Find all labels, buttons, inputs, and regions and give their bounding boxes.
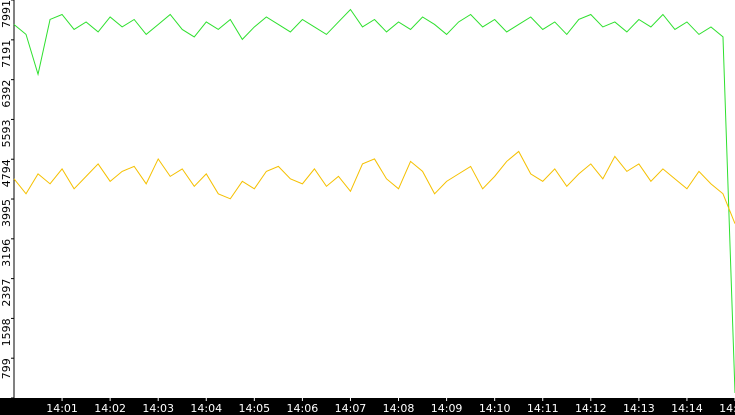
y-tick-label: 7991 (0, 0, 13, 28)
y-tick-label: 3196 (0, 239, 13, 267)
x-tick-label: 14:11 (527, 402, 559, 415)
y-tick-label: 5593 (0, 119, 13, 147)
x-tick-label: 14:03 (142, 402, 174, 415)
x-tick-label: 14:15 (719, 402, 735, 415)
x-tick-label: 14:12 (575, 402, 607, 415)
y-tick-label: 1598 (0, 318, 13, 346)
x-tick-label: 14:06 (287, 402, 319, 415)
y-tick-label: 7191 (0, 40, 13, 68)
x-tick-label: 14:14 (671, 402, 703, 415)
x-tick-label: 14:05 (238, 402, 270, 415)
x-tick-label: 14:10 (479, 402, 511, 415)
x-tick-label: 14:08 (383, 402, 415, 415)
y-tick-label: 0 (0, 398, 13, 405)
series-line (13, 8, 735, 394)
x-axis-strip (0, 398, 735, 415)
y-tick-label: 4794 (0, 159, 13, 187)
y-tick-label: 2397 (0, 279, 13, 307)
x-tick-label: 14:07 (335, 402, 367, 415)
x-tick-label: 14:02 (94, 402, 126, 415)
x-tick-label: 14:04 (190, 402, 222, 415)
x-tick-label: 14:09 (431, 402, 463, 415)
y-tick-label: 6392 (0, 80, 13, 108)
x-tick-label: 14:13 (623, 402, 655, 415)
y-tick-label: 799 (0, 358, 13, 379)
y-tick-label: 3995 (0, 199, 13, 227)
x-tick-label: 14:01 (46, 402, 78, 415)
series-line (13, 150, 735, 224)
